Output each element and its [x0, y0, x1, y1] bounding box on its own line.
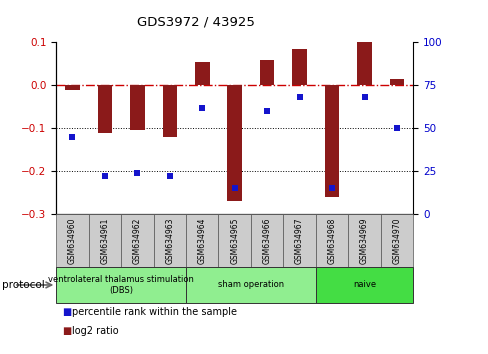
Text: GSM634964: GSM634964	[197, 217, 206, 264]
Bar	[347, 214, 380, 267]
Bar	[315, 267, 412, 303]
Text: GSM634966: GSM634966	[262, 217, 271, 264]
Text: protocol: protocol	[2, 280, 45, 290]
Bar	[389, 79, 404, 85]
Bar	[315, 214, 347, 267]
Text: GSM634962: GSM634962	[133, 217, 142, 264]
Bar	[56, 267, 185, 303]
Text: naive: naive	[352, 280, 375, 290]
Bar	[380, 214, 412, 267]
Bar	[259, 60, 274, 85]
Point	[230, 185, 238, 191]
Point	[68, 134, 76, 140]
Bar	[250, 214, 283, 267]
Text: GSM634961: GSM634961	[100, 217, 109, 264]
Text: sham operation: sham operation	[218, 280, 284, 290]
Text: ■: ■	[62, 307, 71, 316]
Text: GSM634968: GSM634968	[327, 217, 336, 264]
Text: GSM634970: GSM634970	[392, 217, 401, 264]
Bar	[218, 214, 250, 267]
Bar	[98, 85, 112, 133]
Bar	[121, 214, 153, 267]
Bar	[56, 214, 88, 267]
Bar	[153, 214, 185, 267]
Text: GSM634969: GSM634969	[359, 217, 368, 264]
Text: GDS3972 / 43925: GDS3972 / 43925	[136, 16, 254, 29]
Point	[165, 173, 173, 179]
Bar	[65, 85, 80, 90]
Point	[133, 170, 141, 176]
Bar	[292, 49, 306, 85]
Bar	[162, 85, 177, 137]
Bar	[357, 42, 371, 85]
Text: GSM634967: GSM634967	[295, 217, 304, 264]
Text: percentile rank within the sample: percentile rank within the sample	[72, 307, 236, 316]
Text: log2 ratio: log2 ratio	[72, 326, 118, 336]
Point	[360, 95, 367, 100]
Point	[263, 108, 270, 114]
Bar	[283, 214, 315, 267]
Point	[198, 105, 206, 110]
Point	[392, 126, 400, 131]
Text: GSM634963: GSM634963	[165, 217, 174, 264]
Text: GSM634960: GSM634960	[68, 217, 77, 264]
Bar	[88, 214, 121, 267]
Text: ventrolateral thalamus stimulation
(DBS): ventrolateral thalamus stimulation (DBS)	[48, 275, 194, 295]
Point	[295, 95, 303, 100]
Bar	[227, 85, 242, 201]
Point	[327, 185, 335, 191]
Point	[101, 173, 109, 179]
Bar	[324, 85, 339, 197]
Bar	[185, 214, 218, 267]
Bar	[130, 85, 144, 131]
Bar	[195, 62, 209, 85]
Text: ■: ■	[62, 326, 71, 336]
Text: GSM634965: GSM634965	[230, 217, 239, 264]
Bar	[185, 267, 315, 303]
